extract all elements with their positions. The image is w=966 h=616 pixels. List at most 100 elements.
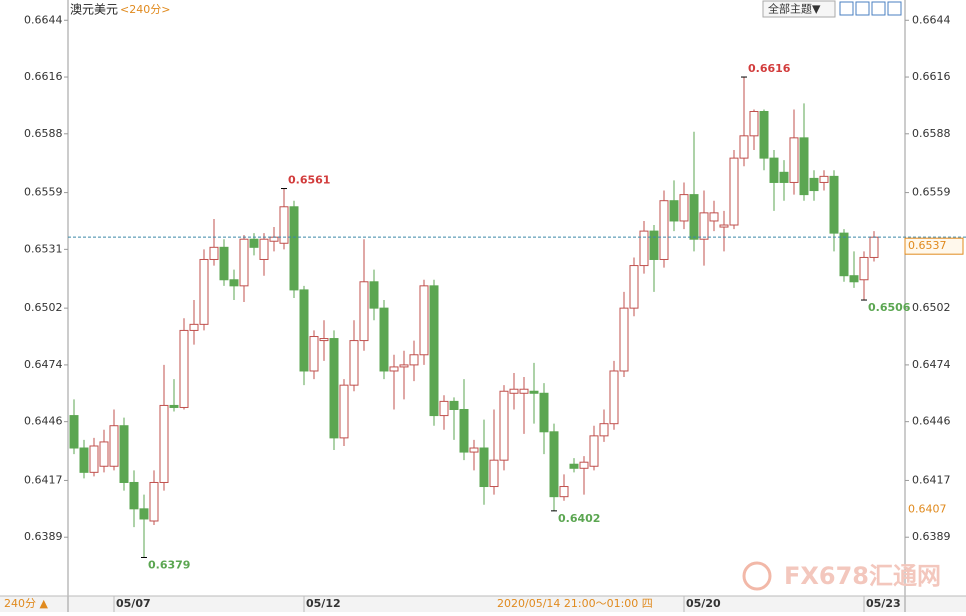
zoom-icon[interactable] [839,1,854,16]
right-icon[interactable] [887,1,902,16]
candle-body [319,338,329,342]
tool-icons[interactable] [839,1,902,16]
y-tick-label: 0.6559 [24,186,63,199]
y2-tick-label: 0.6559 [912,186,951,199]
candle-body [689,194,699,240]
candle-body [369,281,379,309]
candle-body [629,265,639,309]
candle-body [849,275,859,283]
y2-tick-label: 0.6446 [912,415,951,428]
candle-body [399,364,409,368]
candle-body [309,336,319,372]
cursor-time-label: 2020/05/14 21:00～01:00 四 [497,597,653,610]
candle-body [539,392,549,433]
candle-body [389,366,399,372]
candle-body [429,285,439,417]
candle-body [819,175,829,183]
candle-body [209,246,219,260]
candle-body [519,388,529,394]
x-tick-label: 05/12 [306,597,341,610]
candle-body [279,206,289,244]
candle-body [659,200,669,260]
candle-body [179,329,189,408]
candle-body [739,135,749,159]
candle-body [599,423,609,437]
y2-tick-label: 0.6474 [912,358,951,371]
candle-body [649,230,659,260]
zoom-out-icon[interactable] [855,1,870,16]
candle-body [329,338,339,439]
candle-body [829,175,839,234]
candle-body [699,212,709,240]
theme-button[interactable] [762,0,836,18]
y-tick-label: 0.6474 [24,358,63,371]
candle-body [469,447,479,453]
candle-body [549,431,559,498]
y-tick-label: 0.6588 [24,127,63,140]
left-icon[interactable] [871,1,886,16]
theme-button-label[interactable]: 全部主题▼ [768,2,821,16]
candle-body [199,258,209,325]
y-tick-label: 0.6531 [24,242,63,255]
candle-body [569,463,579,469]
candle-body [79,447,89,473]
extreme-label: 0.6616 [748,62,791,75]
extreme-label: 0.6379 [148,558,190,571]
watermark-logo [742,561,772,591]
candle-body [89,445,99,473]
candle-body [619,307,629,372]
x-axis-bar [0,596,966,612]
y-tick-label: 0.6446 [24,415,63,428]
candle-body [259,238,269,260]
candle-body [499,390,509,461]
candle-body [99,441,109,467]
candle-body [529,390,539,394]
candle-body [299,289,309,372]
x-tick-label: 05/20 [686,597,721,610]
candle-body [269,236,279,242]
period-button[interactable]: 240分 ▲ [4,597,48,610]
candle-body [669,200,679,222]
candle-body [639,230,649,267]
candle-body [859,256,869,281]
candle-body [789,137,799,183]
candle-body [609,370,619,425]
last-price-box [904,237,964,255]
candle-body [719,224,729,228]
y2-tick-label: 0.6389 [912,530,951,543]
candle-body [839,232,849,277]
candle-body [139,508,149,520]
extreme-label: 0.6506 [868,301,911,314]
candle-body [729,157,739,226]
y2-tick-label: 0.6502 [912,301,951,314]
y-tick-label: 0.6616 [24,70,63,83]
candle-body [339,384,349,439]
cursor-value-label: 0.6407 [908,503,947,516]
candle-body [579,461,589,469]
y-tick-label: 0.6644 [24,13,63,26]
candle-body [769,157,779,183]
y2-tick-label: 0.6616 [912,70,951,83]
x-tick-label: 05/07 [116,597,151,610]
candle-body [249,238,259,248]
candle-body [69,415,79,449]
y2-tick-label: 0.6417 [912,473,951,486]
candle-body [449,400,459,410]
candle-body [489,459,499,488]
candle-body [439,400,449,417]
y-tick-label: 0.6502 [24,301,63,314]
candle-body [239,238,249,287]
y-tick-label: 0.6389 [24,530,63,543]
y2-tick-label: 0.6588 [912,127,951,140]
extreme-label: 0.6402 [558,512,600,525]
candle-body [759,110,769,159]
candle-body [809,177,819,192]
candle-body [779,171,789,183]
candle-body [419,285,429,356]
candle-body [359,281,369,342]
candle-body [799,137,809,196]
candle-body [119,425,129,483]
chart-subtitle: <240分> [120,3,170,16]
